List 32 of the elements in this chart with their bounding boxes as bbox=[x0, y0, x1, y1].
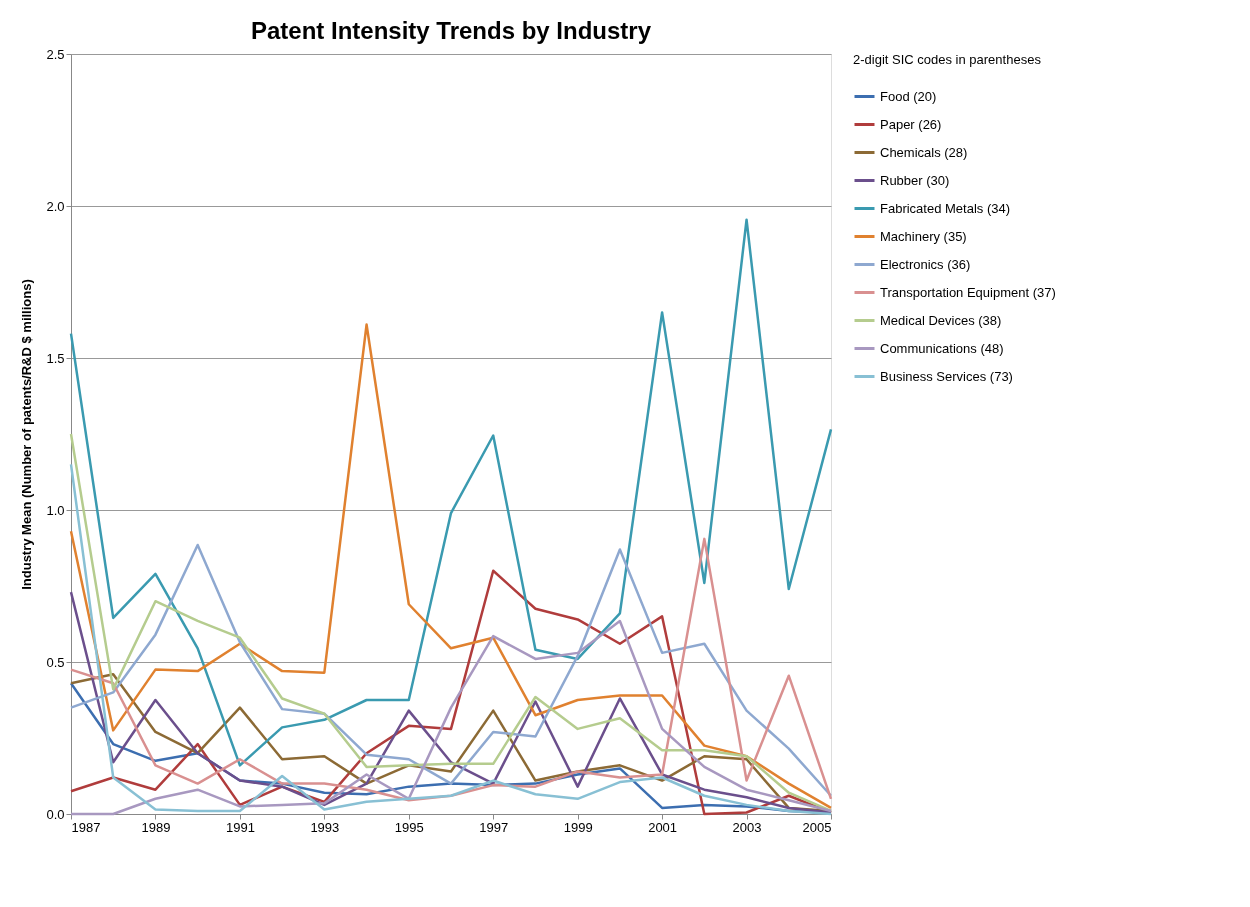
legend-label: Business Services (73) bbox=[880, 368, 1013, 384]
legend-label: Chemicals (28) bbox=[880, 144, 968, 160]
legend-label: Fabricated Metals (34) bbox=[880, 200, 1011, 216]
x-tick-label: 1989 bbox=[141, 819, 171, 835]
x-tick-label: 1995 bbox=[394, 819, 424, 835]
legend-label: Electronics (36) bbox=[880, 256, 971, 272]
y-tick-label: 2.0 bbox=[46, 198, 65, 214]
x-tick-label: 1987 bbox=[71, 819, 101, 835]
x-tick-label: 2003 bbox=[732, 819, 762, 835]
legend-label: Transportation Equipment (37) bbox=[880, 284, 1056, 300]
legend-label: Machinery (35) bbox=[880, 228, 967, 244]
y-tick-label: 0.0 bbox=[46, 806, 65, 822]
x-tick-label: 1997 bbox=[479, 819, 509, 835]
legend-label: Rubber (30) bbox=[880, 172, 950, 188]
y-tick-label: 0.5 bbox=[46, 654, 65, 670]
x-tick-label: 2005 bbox=[802, 819, 832, 835]
y-axis-title: Industry Mean (Number of patents/R&D $ millions) bbox=[19, 279, 35, 590]
legend-label: Food (20) bbox=[880, 88, 937, 104]
legend-label: Paper (26) bbox=[880, 116, 942, 132]
x-tick-label: 1993 bbox=[310, 819, 340, 835]
y-tick-label: 1.0 bbox=[46, 502, 65, 518]
chart-title: Patent Intensity Trends by Industry bbox=[250, 17, 652, 44]
y-tick-label: 2.5 bbox=[46, 46, 65, 62]
line-series bbox=[69, 218, 833, 767]
y-tick-label: 1.5 bbox=[46, 350, 65, 366]
legend-label: Medical Devices (38) bbox=[880, 312, 1002, 328]
legend-title: 2-digit SIC codes in parentheses bbox=[853, 52, 1042, 67]
x-tick-label: 1999 bbox=[563, 819, 593, 835]
x-tick-label: 2001 bbox=[648, 819, 678, 835]
x-tick-label: 1991 bbox=[225, 819, 255, 835]
line-series bbox=[69, 323, 833, 810]
legend-label: Communications (48) bbox=[880, 340, 1004, 356]
